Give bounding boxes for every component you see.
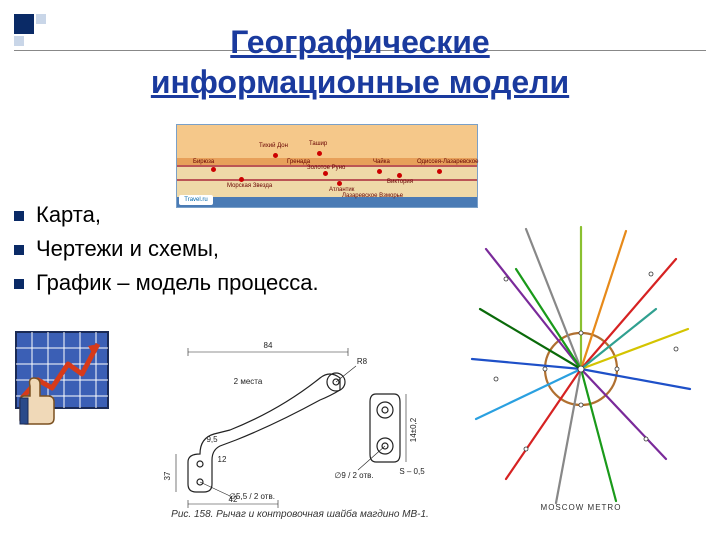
map-dot	[239, 177, 244, 182]
map-dot	[337, 181, 342, 186]
map-label: Золотое Руно	[307, 165, 345, 171]
bullet-label: Карта,	[36, 202, 101, 228]
bullet-item: Чертежи и схемы,	[14, 236, 319, 262]
slide: { "title": { "line1": "Географические", …	[0, 0, 720, 540]
map-dot	[273, 153, 278, 158]
map-dot	[377, 169, 382, 174]
bullet-list: Карта, Чертежи и схемы, График – модель …	[14, 202, 319, 304]
map-dot	[323, 171, 328, 176]
svg-text:14±0,2: 14±0,2	[409, 417, 418, 442]
svg-text:S – 0,5: S – 0,5	[399, 467, 425, 476]
map-label: Ташир	[309, 141, 327, 147]
map-label: Одиссея-Лазаревское	[417, 159, 478, 165]
svg-text:12: 12	[218, 455, 227, 464]
svg-text:37: 37	[163, 471, 172, 480]
svg-text:9,5: 9,5	[206, 435, 218, 444]
map-label: Чайка	[373, 159, 390, 165]
bullet-marker	[14, 211, 24, 221]
slide-title: Географические информационные модели	[0, 22, 720, 102]
map-dot	[211, 167, 216, 172]
bullet-marker	[14, 245, 24, 255]
map-label: Лазаревское Взморье	[342, 193, 403, 199]
map-label: Тихий Дон	[259, 143, 288, 149]
bullet-marker	[14, 279, 24, 289]
svg-text:2 места: 2 места	[234, 377, 263, 386]
svg-text:R8: R8	[357, 357, 368, 366]
title-line-2: информационные модели	[0, 62, 720, 102]
svg-text:∅9 / 2 отв.: ∅9 / 2 отв.	[334, 471, 373, 480]
map-road	[177, 179, 477, 181]
map-label: Бирюза	[193, 159, 214, 165]
map-dot	[317, 151, 322, 156]
bullet-label: Чертежи и схемы,	[36, 236, 219, 262]
drawing-caption: Рис. 158. Рычаг и контровочная шайба маг…	[160, 509, 440, 520]
map-label: Виктория	[387, 179, 413, 185]
map-label: Морская Звезда	[227, 183, 272, 189]
map-dot	[397, 173, 402, 178]
title-line-1: Географические	[230, 24, 489, 60]
metro-svg	[466, 214, 696, 514]
map-dot	[437, 169, 442, 174]
drawing-svg: 84 42 37 ∅5,5 / 2 отв. R8 2 места 9,5	[160, 324, 440, 524]
metro-caption: MOSCOW METRO	[466, 503, 696, 512]
bullet-label: График – модель процесса.	[36, 270, 319, 296]
metro-map-image: MOSCOW METRO	[466, 214, 696, 514]
svg-text:84: 84	[264, 341, 273, 350]
growth-chart-icon	[14, 330, 110, 426]
map-badge: Travel.ru	[179, 195, 213, 205]
technical-drawing-image: 84 42 37 ∅5,5 / 2 отв. R8 2 места 9,5	[160, 324, 440, 524]
bullet-item: График – модель процесса.	[14, 270, 319, 296]
svg-text:∅5,5 / 2 отв.: ∅5,5 / 2 отв.	[229, 492, 275, 501]
city-map-image: Travel.ru БирюзаМорская ЗвездаТихий ДонГ…	[176, 124, 478, 208]
